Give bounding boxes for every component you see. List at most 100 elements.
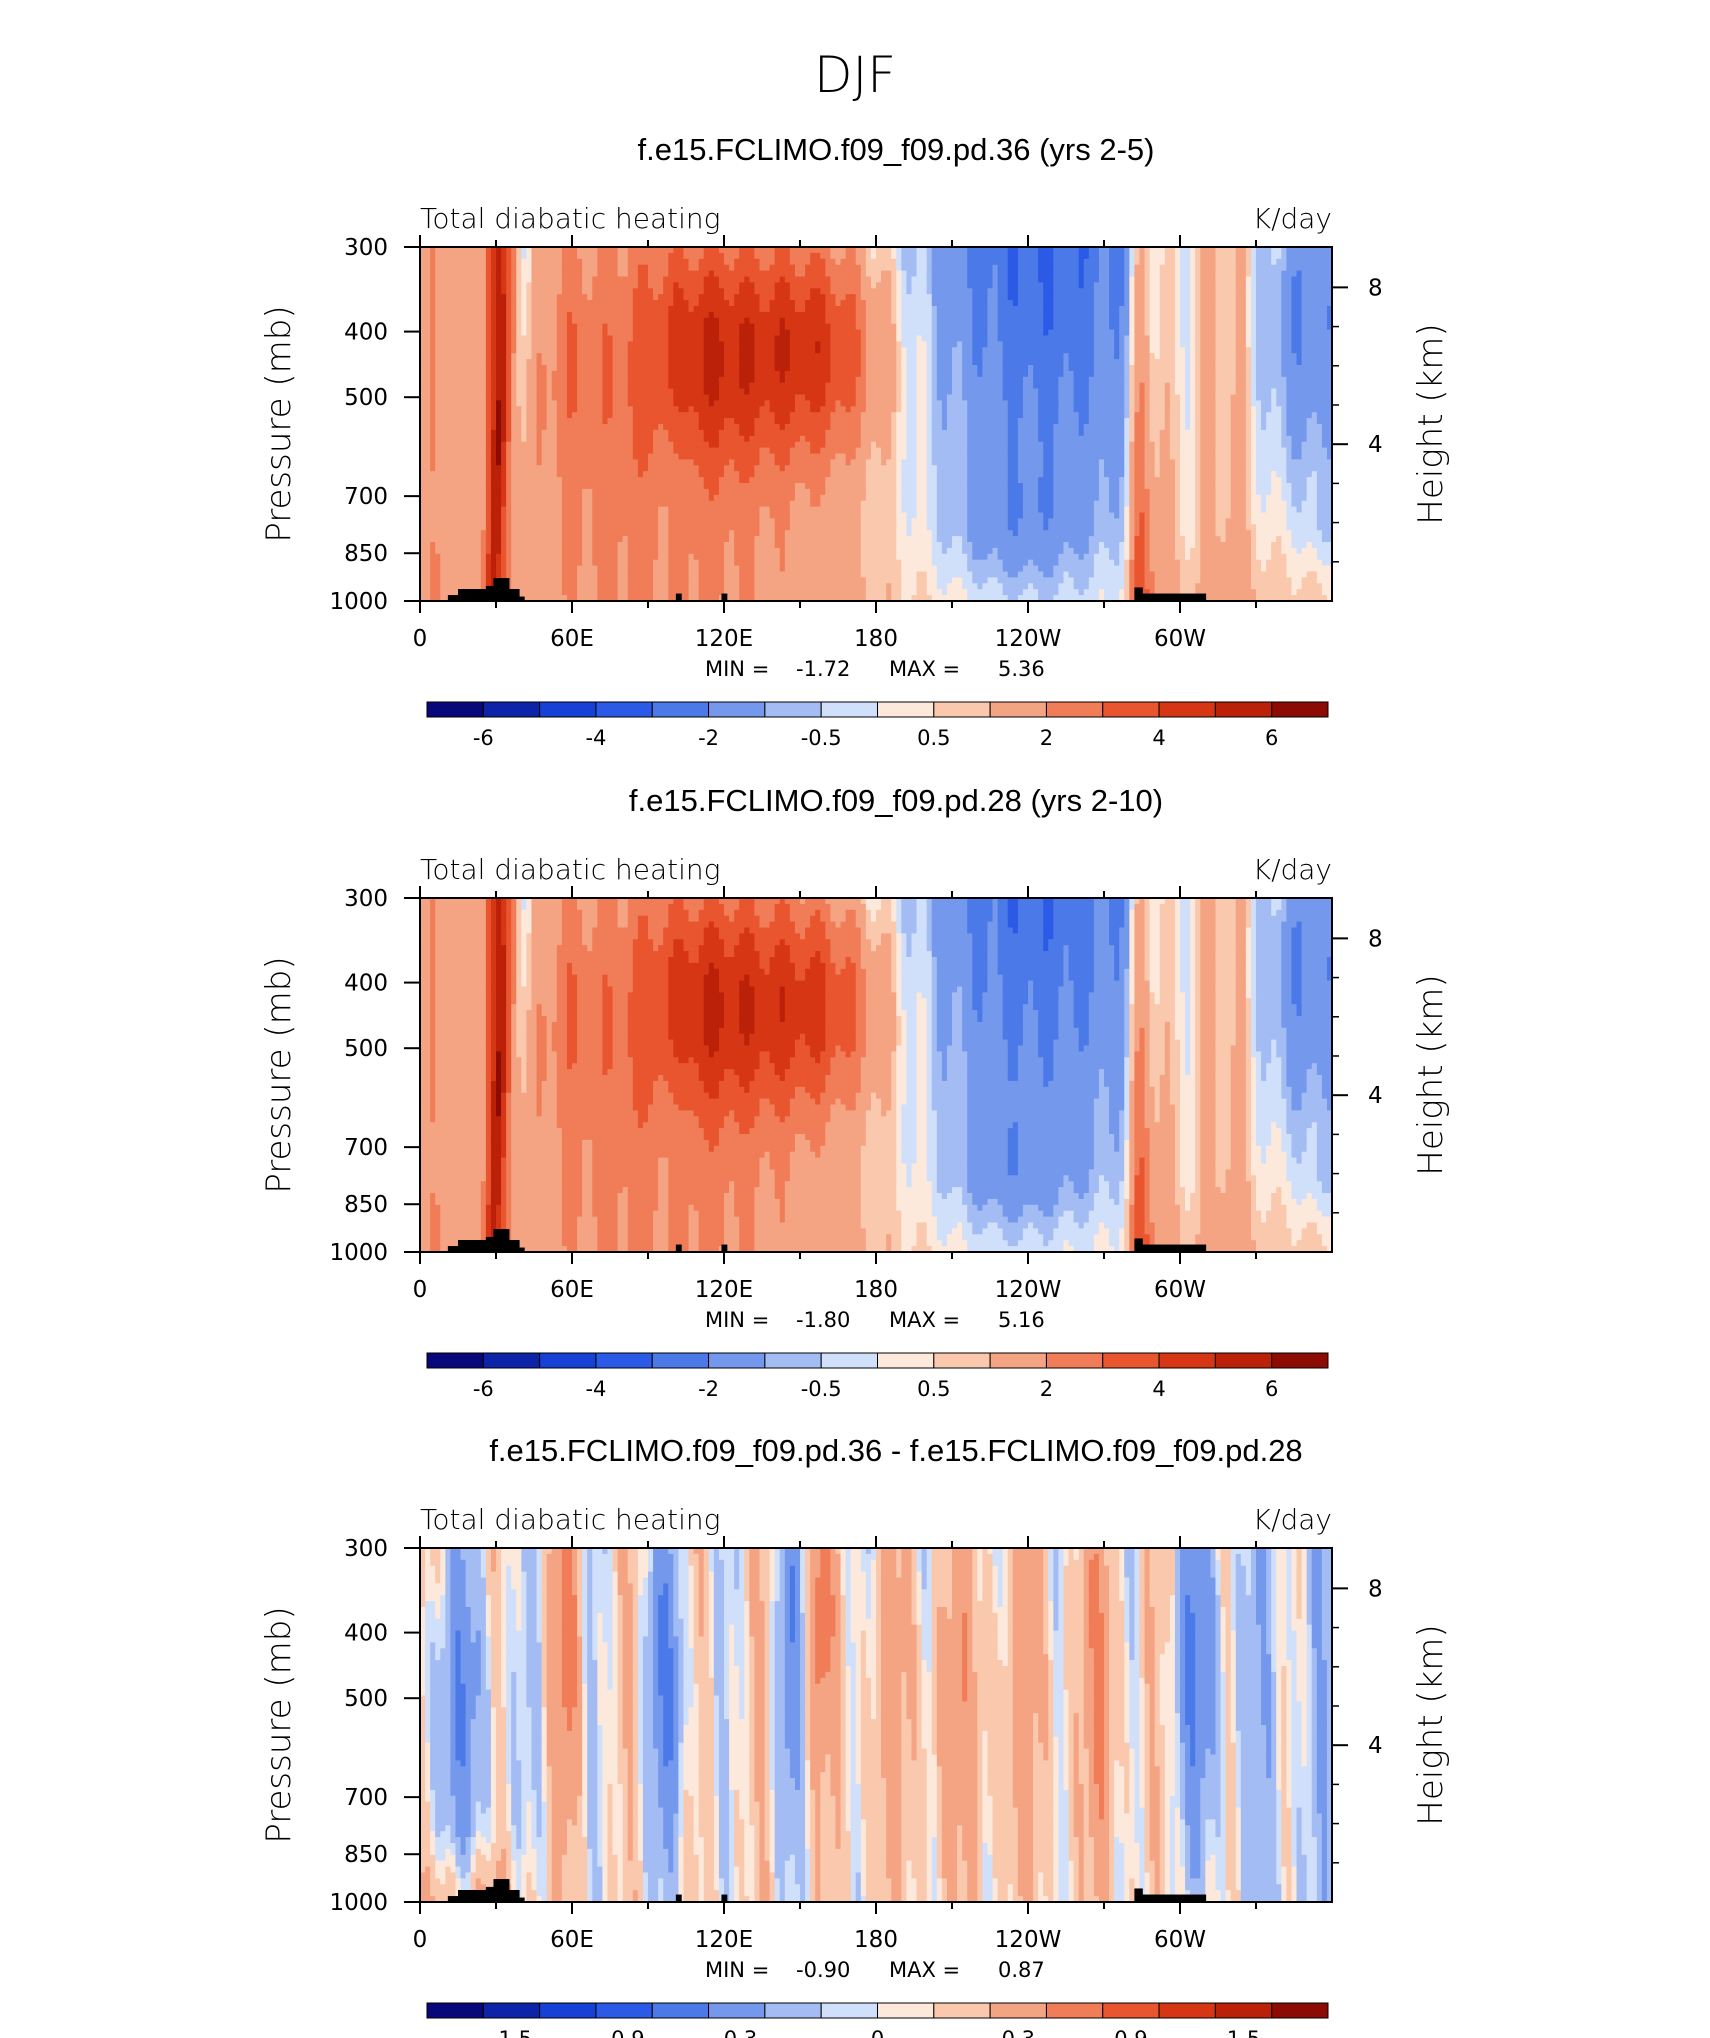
x-tick-label: 120W <box>995 626 1062 652</box>
units-label: K/day <box>1253 1503 1332 1536</box>
colorbar-label: 0.9 <box>1114 2027 1147 2038</box>
colorbar-swatch <box>1214 701 1273 718</box>
colorbar-label: 6 <box>1265 1377 1278 1401</box>
max-value: 5.16 <box>998 1308 1045 1332</box>
colorbar-label: -0.5 <box>801 1377 842 1401</box>
colorbar-label: 2 <box>1040 726 1053 750</box>
y-axis-title: Pressure (mb) <box>259 956 299 1193</box>
panel-3: f.e15.FCLIMO.f09_f09.pd.36 - f.e15.FCLIM… <box>259 1433 1451 2038</box>
y-tick-label: 1000 <box>329 1240 388 1266</box>
colorbar-swatch <box>1045 2002 1104 2019</box>
x-tick-label: 0 <box>413 1277 428 1303</box>
colorbar: -1.5 -0.9 -0.3 0 0.3 0.9 1.5 <box>426 2002 1329 2038</box>
colorbar-swatch <box>764 701 822 718</box>
colorbar-label: 6 <box>1265 726 1278 750</box>
y-right-tick-label: 8 <box>1368 926 1383 952</box>
x-tick-label: 60E <box>550 1277 594 1303</box>
colorbar-swatch <box>820 1352 878 1369</box>
x-tick-label: 60W <box>1154 1927 1206 1953</box>
y-tick-label: 1000 <box>329 1890 388 1916</box>
y-right-axis-title: Height (km) <box>1411 1624 1451 1825</box>
y-tick-label: 1000 <box>329 589 388 615</box>
colorbar-swatch <box>1271 701 1329 718</box>
colorbar-swatch <box>989 1352 1047 1369</box>
colorbar-swatch <box>595 701 653 718</box>
y-axis-title: Pressure (mb) <box>259 305 299 542</box>
colorbar-swatch <box>708 701 766 718</box>
colorbar-label: -0.5 <box>801 726 842 750</box>
panel-1: f.e15.FCLIMO.f09_f09.pd.36 (yrs 2-5) Tota… <box>259 132 1451 750</box>
heatmap-field <box>420 1548 1332 1902</box>
colorbar-label: 4 <box>1152 1377 1165 1401</box>
colorbar-label: 0 <box>871 2027 884 2038</box>
y-tick-label: 300 <box>344 1536 388 1562</box>
x-tick-label: 120W <box>995 1277 1062 1303</box>
colorbar: -6 -4 -2 -0.5 0.5 2 4 6 <box>426 701 1329 750</box>
colorbar-label: -6 <box>473 1377 494 1401</box>
x-tick-label: 60W <box>1154 1277 1206 1303</box>
colorbar-swatch <box>877 2002 935 2019</box>
y-axis-title: Pressure (mb) <box>259 1606 299 1843</box>
colorbar-swatch <box>1271 1352 1329 1369</box>
y-right-axis-title: Height (km) <box>1411 323 1451 524</box>
colorbar-label: 0.3 <box>1002 2027 1035 2038</box>
colorbar-swatch <box>989 2002 1047 2019</box>
colorbar-label: -0.3 <box>716 2027 757 2038</box>
colorbar-swatch <box>1102 1352 1160 1369</box>
colorbar-label: -1.5 <box>491 2027 532 2038</box>
x-tick-label: 60E <box>550 1927 594 1953</box>
colorbar-swatch <box>426 1352 484 1369</box>
max-label: MAX = <box>889 1308 960 1332</box>
colorbar-label: 1.5 <box>1227 2027 1260 2038</box>
x-tick-label: 120E <box>695 626 753 652</box>
colorbar-swatch <box>877 1352 935 1369</box>
colorbar-swatch <box>820 701 878 718</box>
colorbar-swatch <box>539 2002 597 2019</box>
y-tick-label: 400 <box>344 320 388 346</box>
colorbar-label: -0.9 <box>604 2027 645 2038</box>
y-right-tick-label: 8 <box>1368 1576 1383 1602</box>
colorbar-label: -4 <box>585 726 606 750</box>
max-value: 5.36 <box>998 657 1045 681</box>
y-tick-label: 700 <box>344 1135 388 1161</box>
colorbar-swatch <box>595 1352 653 1369</box>
x-tick-label: 0 <box>413 1927 428 1953</box>
panel-title: f.e15.FCLIMO.f09_f09.pd.36 - f.e15.FCLIM… <box>489 1433 1302 1468</box>
colorbar-swatch <box>708 2002 766 2019</box>
colorbar-label: -2 <box>698 726 719 750</box>
y-right-axis-title: Height (km) <box>1411 974 1451 1175</box>
colorbar-label: -6 <box>473 726 494 750</box>
colorbar-swatch <box>877 701 935 718</box>
y-right-tick-label: 8 <box>1368 275 1383 301</box>
variable-label: Total diabatic heating <box>420 1503 720 1536</box>
panel-2: f.e15.FCLIMO.f09_f09.pd.28 (yrs 2-10) Tot… <box>259 783 1451 1401</box>
colorbar-label: 0.5 <box>917 1377 950 1401</box>
colorbar-swatch <box>1102 701 1160 718</box>
panel-title: f.e15.FCLIMO.f09_f09.pd.28 (yrs 2-10) <box>629 783 1163 818</box>
colorbar-swatch <box>933 2002 991 2019</box>
colorbar-swatch <box>651 2002 710 2019</box>
y-tick-label: 400 <box>344 1621 388 1647</box>
max-value: 0.87 <box>998 1958 1045 1982</box>
colorbar-swatch <box>1271 2002 1329 2019</box>
x-tick-label: 180 <box>854 626 898 652</box>
colorbar-label: -4 <box>585 1377 606 1401</box>
colorbar-swatch <box>651 701 710 718</box>
min-value: -1.80 <box>796 1308 850 1332</box>
colorbar-swatch <box>426 2002 484 2019</box>
y-tick-label: 500 <box>344 1686 388 1712</box>
terrain-mask <box>447 1229 1207 1252</box>
colorbar-label: -2 <box>698 1377 719 1401</box>
units-label: K/day <box>1253 202 1332 235</box>
colorbar-swatch <box>1158 701 1216 718</box>
colorbar-swatch <box>1045 701 1104 718</box>
colorbar-swatch <box>482 2002 541 2019</box>
colorbar-swatch <box>539 1352 597 1369</box>
y-tick-label: 700 <box>344 484 388 510</box>
x-tick-label: 180 <box>854 1277 898 1303</box>
x-tick-label: 120W <box>995 1927 1062 1953</box>
colorbar-swatch <box>1214 1352 1273 1369</box>
y-right-tick-label: 4 <box>1368 432 1383 458</box>
y-tick-label: 850 <box>344 1842 388 1868</box>
